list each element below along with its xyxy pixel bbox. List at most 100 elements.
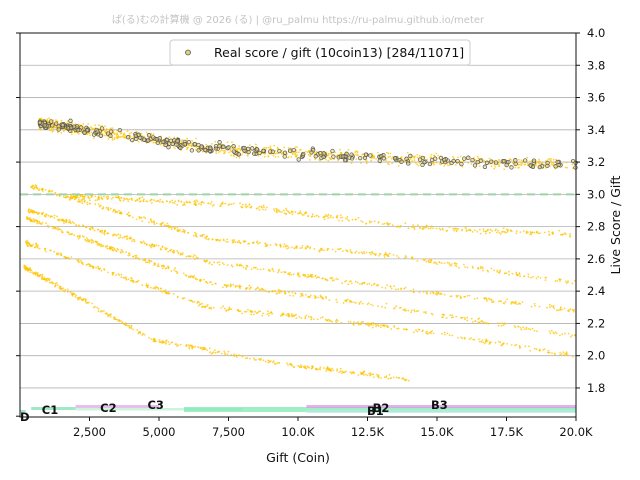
bg-point-2261 [426, 290, 428, 293]
bg-point-3453 [130, 327, 133, 330]
bg-point-1780 [530, 276, 533, 279]
bg-point-2364 [553, 332, 556, 335]
real-point-213 [321, 151, 327, 156]
bg-point-1844 [326, 248, 329, 250]
bg-point-2800 [228, 306, 231, 309]
bg-point-2839 [80, 259, 82, 262]
bg-point-2544 [173, 269, 176, 271]
bg-point-1782 [201, 235, 204, 238]
bg-point-308 [397, 165, 400, 167]
bg-point-3389 [380, 377, 382, 379]
bg-point-3586 [154, 340, 157, 343]
bg-point-1894 [94, 203, 97, 206]
bg-point-1318 [502, 227, 505, 230]
bg-point-1909 [305, 245, 308, 248]
bg-point-1724 [177, 230, 180, 233]
bg-point-1486 [213, 203, 215, 206]
bg-point-1406 [177, 200, 180, 203]
bg-point-3183 [193, 300, 196, 303]
bg-point-3148 [473, 338, 476, 341]
real-point-282 [438, 155, 444, 161]
bg-point-3194 [328, 320, 331, 322]
bg-point-2746 [188, 275, 191, 278]
bg-point-2728 [66, 231, 69, 233]
real-point-281 [175, 138, 180, 144]
bg-point-3184 [428, 331, 431, 334]
bg-point-1289 [412, 224, 414, 227]
bg-point-1298 [248, 203, 251, 206]
bg-point-1713 [331, 248, 334, 251]
bg-point-3594 [85, 298, 87, 301]
bg-point-1141 [210, 201, 213, 203]
bg-point-2750 [450, 316, 453, 319]
bg-point-1350 [484, 230, 487, 233]
bg-point-2298 [44, 216, 47, 218]
bg-point-3410 [80, 298, 83, 301]
bg-point-3462 [128, 326, 131, 329]
bg-point-2031 [221, 262, 224, 264]
bg-point-936 [333, 158, 335, 161]
bg-point-2235 [437, 291, 440, 294]
bg-point-3173 [528, 345, 530, 348]
bg-point-1663 [508, 270, 510, 273]
bg-point-1250 [537, 232, 540, 235]
bg-point-783 [263, 146, 266, 149]
bg-point-1169 [258, 209, 261, 211]
bg-point-2412 [525, 326, 528, 329]
bg-point-1473 [505, 228, 508, 231]
bg-point-1234 [209, 203, 212, 205]
bg-point-2791 [379, 324, 382, 326]
bg-point-738 [117, 135, 120, 137]
bg-point-3560 [153, 337, 156, 340]
y-tick-label-1: 2.0 [587, 349, 605, 363]
bg-point-2154 [272, 270, 275, 273]
bg-point-1496 [97, 195, 100, 198]
bg-point-1228 [276, 211, 278, 214]
bg-point-1232 [547, 230, 550, 233]
bg-point-1820 [234, 241, 237, 244]
bg-point-2572 [193, 275, 196, 277]
bg-point-1425 [156, 200, 159, 202]
real-point-121 [192, 141, 198, 147]
bg-point-2626 [134, 257, 137, 259]
bg-point-2549 [445, 317, 448, 319]
bg-point-1430 [515, 230, 518, 232]
bg-point-2739 [61, 231, 64, 234]
bg-point-2506 [221, 286, 224, 289]
y-axis-ticks: 1.82.02.22.42.62.83.03.23.43.63.84.0 [576, 26, 605, 395]
bg-point-1225 [533, 231, 536, 234]
bg-point-3416 [29, 271, 32, 274]
bg-point-2644 [31, 220, 34, 223]
bg-point-2538 [249, 286, 252, 289]
bg-point-1877 [539, 277, 542, 279]
real-point-90 [50, 123, 55, 128]
bg-point-3471 [359, 371, 362, 374]
bg-point-2647 [344, 299, 346, 302]
bg-point-3139 [288, 313, 291, 316]
bg-point-127 [265, 146, 268, 149]
bg-point-2354 [317, 276, 319, 278]
bg-point-3261 [357, 374, 360, 376]
bg-point-2957 [390, 328, 393, 330]
bg-point-1389 [123, 198, 126, 201]
bg-point-899 [228, 151, 231, 154]
bg-point-1847 [279, 246, 282, 248]
real-point-237 [340, 154, 346, 159]
bg-point-2521 [90, 241, 93, 244]
bg-point-1388 [361, 221, 364, 223]
bg-point-3551 [43, 278, 45, 281]
bg-point-2248 [322, 277, 324, 280]
bg-point-3374 [194, 345, 197, 348]
bg-point-873 [87, 123, 90, 125]
bg-point-3182 [88, 265, 91, 268]
bg-point-3582 [209, 351, 212, 354]
bg-point-426 [550, 163, 553, 166]
bg-point-1872 [383, 256, 386, 258]
bg-point-1060 [366, 160, 368, 163]
bg-point-2594 [248, 284, 251, 287]
bg-point-2275 [56, 218, 59, 221]
bg-point-1585 [226, 238, 229, 241]
bg-point-2636 [223, 284, 226, 286]
bg-point-930 [119, 136, 121, 138]
bg-point-3500 [297, 365, 299, 367]
